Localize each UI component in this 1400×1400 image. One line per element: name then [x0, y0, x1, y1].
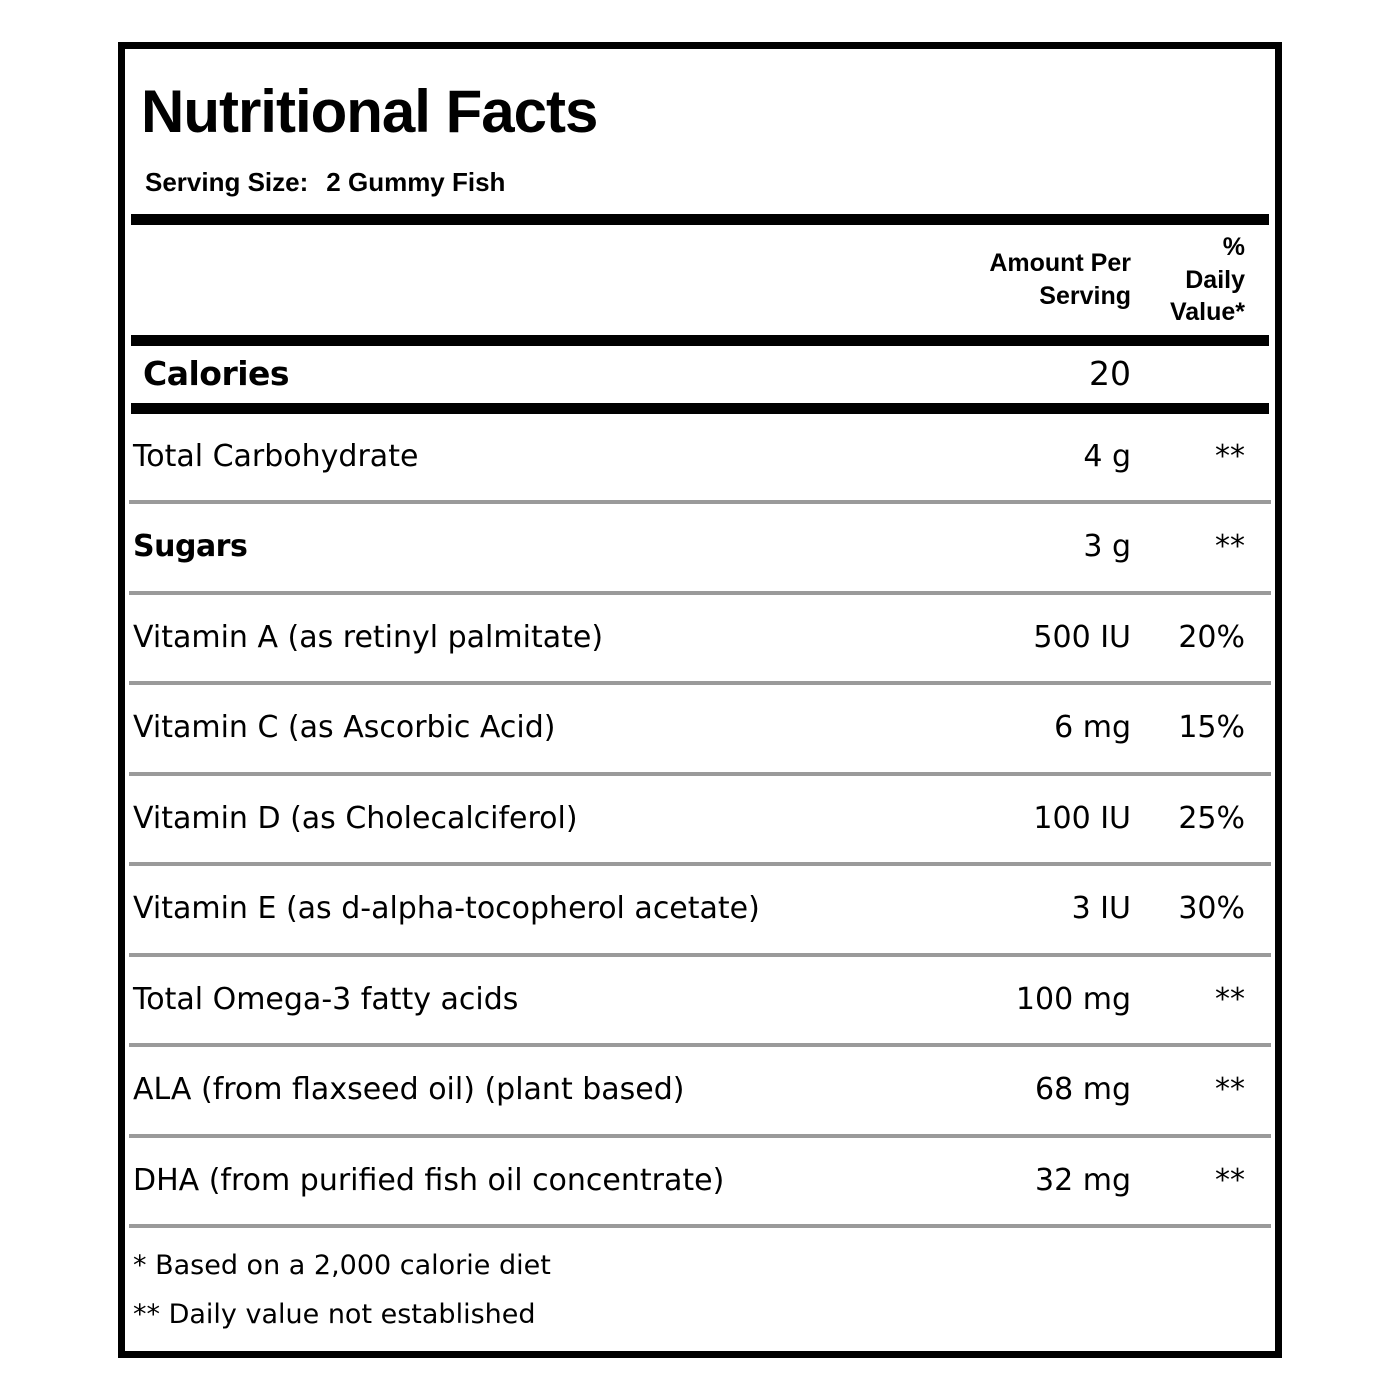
nutrient-row-total-carbohydrate: Total Carbohydrate 4 g ** [129, 414, 1271, 504]
daily-value-header: % Daily Value* [1169, 233, 1245, 326]
nutrient-name: Vitamin A (as retinyl palmitate) [133, 619, 604, 655]
nutrient-daily-value: 30% [1178, 891, 1245, 926]
calories-row: Calories 20 [129, 346, 1271, 403]
nutrient-daily-value: 20% [1178, 619, 1245, 655]
nutrient-daily-value: ** [1215, 529, 1245, 564]
nutrient-daily-value: 15% [1178, 710, 1245, 745]
nutrient-amount: 6 mg [1054, 710, 1131, 745]
footnotes: * Based on a 2,000 calorie diet ** Daily… [129, 1228, 1271, 1330]
nutrient-name: Total Carbohydrate [133, 438, 419, 474]
footnote-daily-value: ** Daily value not established [133, 1299, 536, 1330]
nutrient-row-ala: ALA (from flaxseed oil) (plant based) 68… [129, 1047, 1271, 1138]
nutrient-amount: 3 g [1083, 529, 1131, 564]
nutrient-row-sugars: Sugars 3 g ** [129, 504, 1271, 595]
nutrient-name: Vitamin C (as Ascorbic Acid) [133, 710, 556, 745]
nutrient-row-vitamin-a: Vitamin A (as retinyl palmitate) 500 IU … [129, 595, 1271, 685]
nutrient-amount: 68 mg [1035, 1072, 1131, 1107]
nutrient-daily-value: ** [1215, 1162, 1245, 1198]
label-title: Nutritional Facts [141, 78, 598, 145]
nutrition-label: Nutritional Facts Serving Size: 2 Gummy F… [118, 42, 1282, 1358]
nutrient-name: Vitamin E (as d-alpha-tocopherol acetate… [133, 891, 760, 926]
nutrient-name: ALA (from flaxseed oil) (plant based) [133, 1072, 685, 1107]
column-header-row: Amount Per Serving % Daily Value* [129, 225, 1271, 335]
nutrient-amount: 100 IU [1033, 800, 1131, 836]
nutrient-name: Sugars [133, 529, 248, 564]
nutrient-row-vitamin-c: Vitamin C (as Ascorbic Acid) 6 mg 15% [129, 685, 1271, 776]
serving-size-label: Serving Size: [145, 167, 309, 197]
nutrient-amount: 500 IU [1033, 619, 1131, 655]
nutrient-daily-value: ** [1215, 1072, 1245, 1107]
nutrient-rows: Total Carbohydrate 4 g ** Sugars 3 g ** … [129, 414, 1271, 1228]
nutrient-row-vitamin-e: Vitamin E (as d-alpha-tocopherol acetate… [129, 866, 1271, 957]
amount-per-serving-header: Amount Per Serving [989, 249, 1131, 310]
nutrient-row-omega-3: Total Omega-3 fatty acids 100 mg ** [129, 957, 1271, 1047]
nutrient-daily-value: 25% [1178, 800, 1245, 836]
thick-rule-below-header [131, 334, 1269, 346]
nutrient-row-vitamin-d: Vitamin D (as Cholecalciferol) 100 IU 25… [129, 776, 1271, 866]
nutrient-amount: 100 mg [1015, 981, 1131, 1017]
serving-size-line: Serving Size: 2 Gummy Fish [145, 167, 1271, 198]
nutrient-amount: 32 mg [1035, 1162, 1131, 1198]
nutrient-name: Total Omega-3 fatty acids [133, 981, 519, 1017]
nutrient-daily-value: ** [1215, 438, 1245, 474]
nutrient-amount: 3 IU [1071, 891, 1131, 926]
thick-rule-below-calories [131, 402, 1269, 414]
calories-amount: 20 [1089, 353, 1131, 393]
nutrient-daily-value: ** [1215, 981, 1245, 1017]
thick-rule-top [131, 214, 1269, 225]
nutrient-amount: 4 g [1083, 438, 1131, 474]
nutrient-row-dha: DHA (from purified fish oil concentrate)… [129, 1138, 1271, 1228]
serving-size-value: 2 Gummy Fish [326, 167, 506, 197]
nutrient-name: DHA (from purified fish oil concentrate) [133, 1162, 725, 1198]
footnote-calorie-diet: * Based on a 2,000 calorie diet [133, 1250, 551, 1281]
nutrient-name: Vitamin D (as Cholecalciferol) [133, 800, 578, 836]
calories-label: Calories [143, 353, 290, 393]
